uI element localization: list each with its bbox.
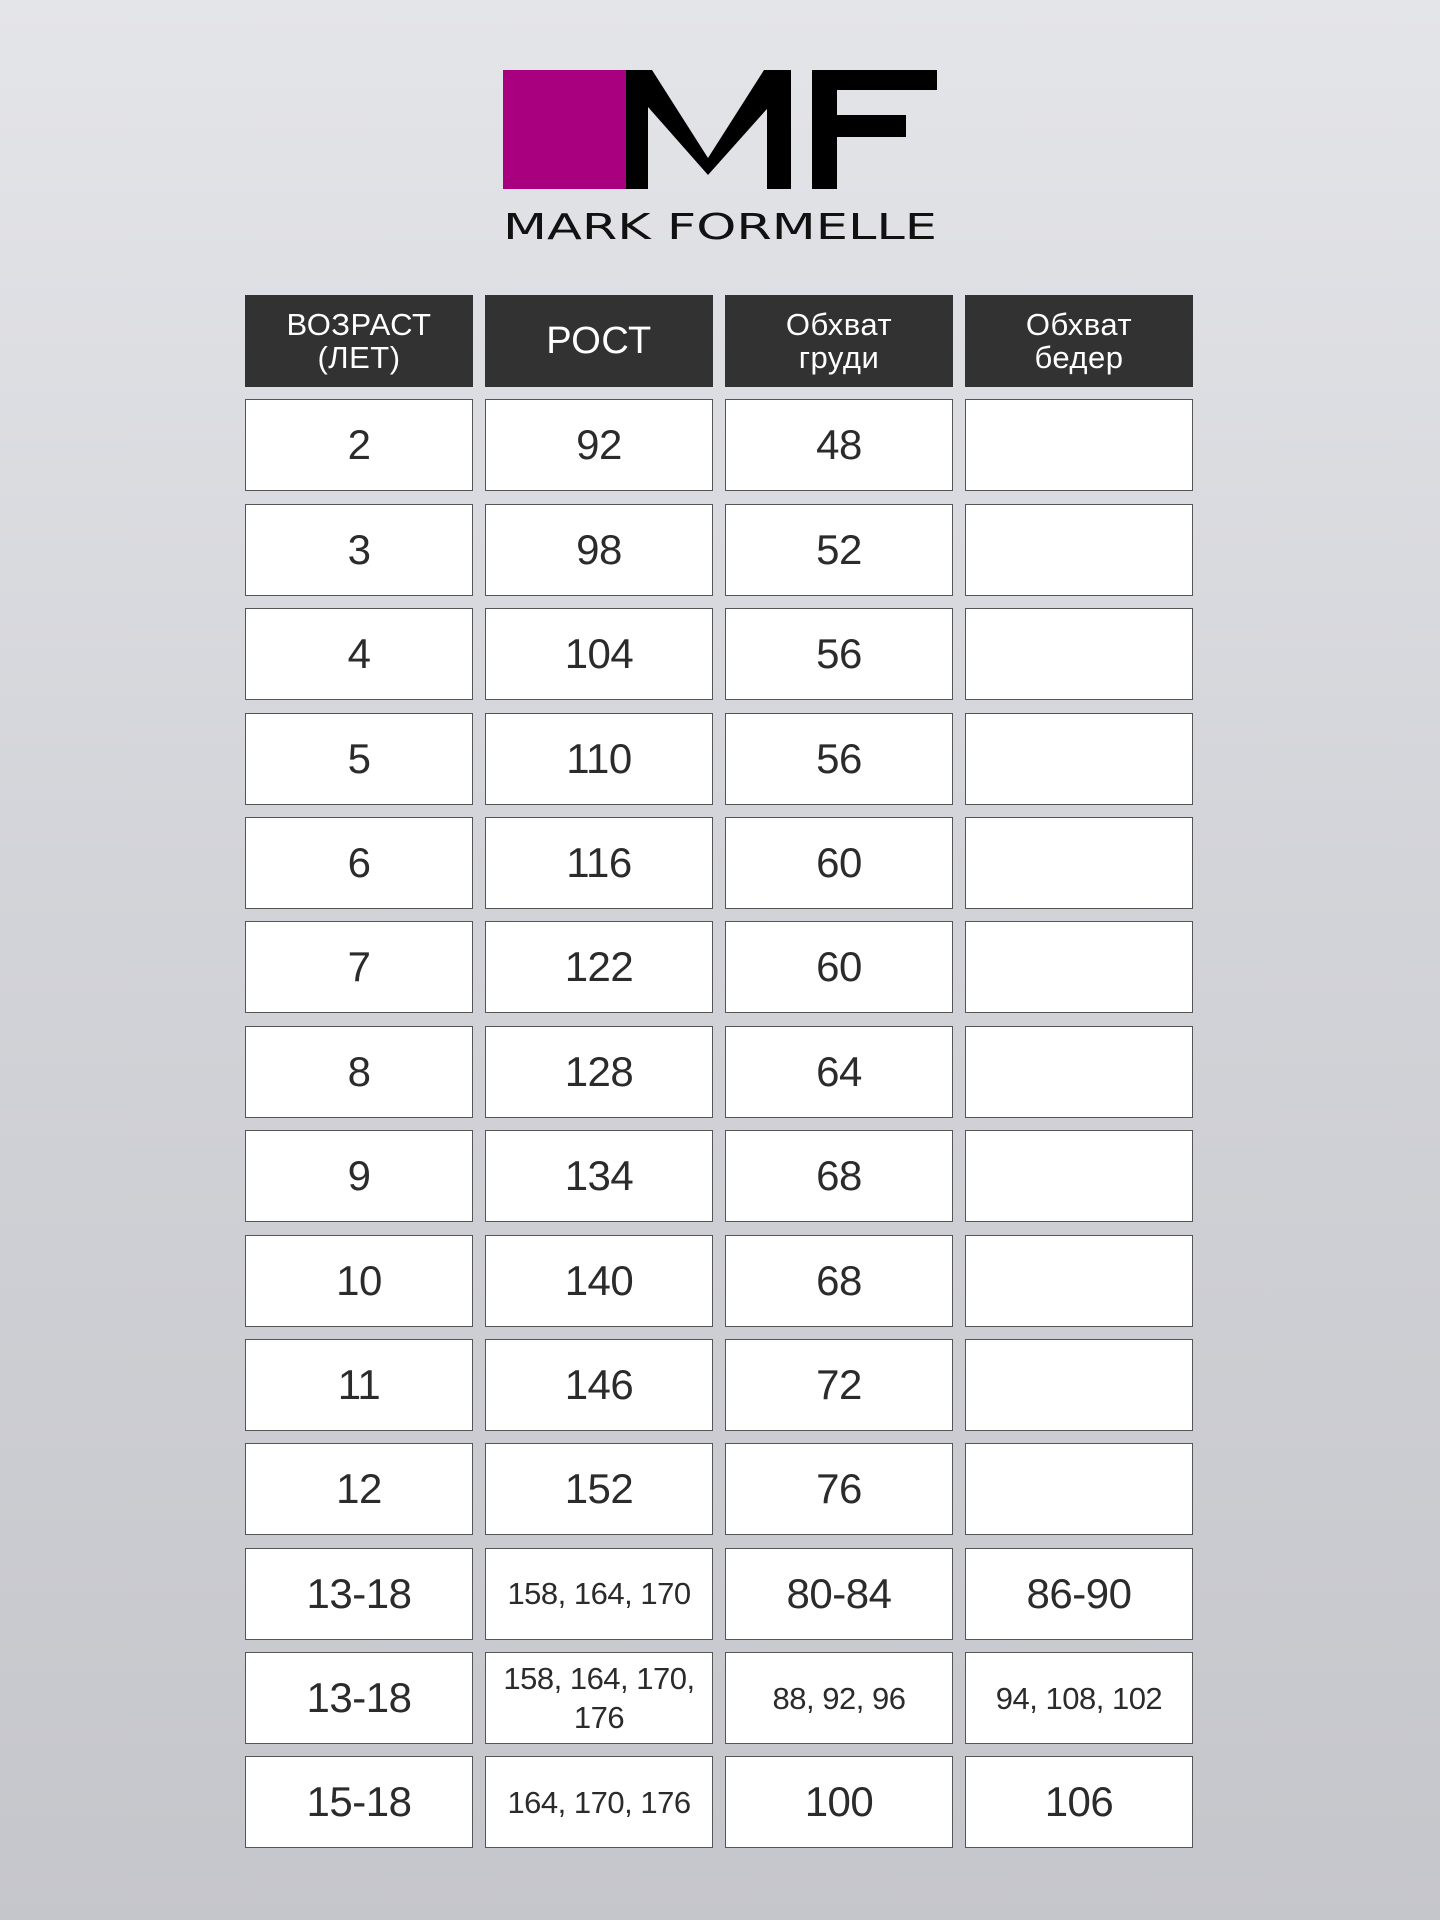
cell-age: 13-18: [245, 1547, 473, 1640]
cell-height: 128: [485, 1025, 713, 1118]
cell-chest: 56: [725, 712, 953, 805]
cell-age: 12: [245, 1443, 473, 1536]
cell-chest: 68: [725, 1130, 953, 1223]
cell-height: 140: [485, 1234, 713, 1327]
cell-hips: 106: [965, 1756, 1193, 1849]
cell-age: 5: [245, 712, 473, 805]
cell-chest: 48: [725, 399, 953, 492]
header-chest: Обхват груди: [725, 295, 953, 387]
table-row: 8 128 64: [245, 1025, 1195, 1118]
cell-chest: 60: [725, 816, 953, 909]
table-row: 6 116 60: [245, 816, 1195, 909]
table-row: 11 146 72: [245, 1338, 1195, 1431]
table-row: 5 110 56: [245, 712, 1195, 805]
cell-hips: [965, 399, 1193, 492]
cell-chest: 88, 92, 96: [725, 1652, 953, 1745]
cell-chest: 56: [725, 608, 953, 701]
table-row: 10 140 68: [245, 1234, 1195, 1327]
cell-height: 134: [485, 1130, 713, 1223]
cell-height: 98: [485, 503, 713, 596]
cell-hips: [965, 608, 1193, 701]
cell-hips: [965, 503, 1193, 596]
cell-age: 8: [245, 1025, 473, 1118]
logo-magenta-square: [503, 70, 627, 189]
cell-age: 7: [245, 921, 473, 1014]
cell-chest: 52: [725, 503, 953, 596]
cell-age: 15-18: [245, 1756, 473, 1849]
mark-formelle-logo: MARK FORMELLE: [503, 70, 937, 248]
cell-height: 152: [485, 1443, 713, 1536]
cell-age: 13-18: [245, 1652, 473, 1745]
table-row: 2 92 48: [245, 399, 1195, 492]
cell-hips: [965, 1338, 1193, 1431]
cell-height: 116: [485, 816, 713, 909]
cell-age: 4: [245, 608, 473, 701]
cell-hips: [965, 1025, 1193, 1118]
logo-m-letter: [626, 70, 791, 189]
table-header-row: ВОЗРАСТ (ЛЕТ) РОСТ Обхват груди Обхват б…: [245, 295, 1195, 387]
table-row: 15-18 164, 170, 176 100 106: [245, 1756, 1195, 1849]
cell-age: 3: [245, 503, 473, 596]
cell-age: 9: [245, 1130, 473, 1223]
header-age: ВОЗРАСТ (ЛЕТ): [245, 295, 473, 387]
cell-chest: 64: [725, 1025, 953, 1118]
cell-hips: 94, 108, 102: [965, 1652, 1193, 1745]
table-row: 13-18 158, 164, 170, 176 88, 92, 96 94, 108…: [245, 1652, 1195, 1745]
table-row: 4 104 56: [245, 608, 1195, 701]
cell-hips: [965, 1130, 1193, 1223]
cell-chest: 68: [725, 1234, 953, 1327]
cell-chest: 72: [725, 1338, 953, 1431]
header-hips: Обхват бедер: [965, 295, 1193, 387]
cell-chest: 80-84: [725, 1547, 953, 1640]
cell-hips: [965, 712, 1193, 805]
cell-height: 122: [485, 921, 713, 1014]
cell-chest: 60: [725, 921, 953, 1014]
cell-hips: [965, 921, 1193, 1014]
cell-height: 146: [485, 1338, 713, 1431]
cell-height: 158, 164, 170, 176: [485, 1652, 713, 1745]
cell-age: 2: [245, 399, 473, 492]
brand-name: MARK FORMELLE: [503, 207, 937, 248]
cell-age: 10: [245, 1234, 473, 1327]
header-height: РОСТ: [485, 295, 713, 387]
cell-hips: [965, 816, 1193, 909]
table-row: 12 152 76: [245, 1443, 1195, 1536]
cell-chest: 100: [725, 1756, 953, 1849]
cell-hips: 86-90: [965, 1547, 1193, 1640]
logo-f-letter: [812, 70, 937, 189]
size-chart-table: ВОЗРАСТ (ЛЕТ) РОСТ Обхват груди Обхват б…: [245, 295, 1195, 1861]
cell-height: 158, 164, 170: [485, 1547, 713, 1640]
cell-height: 92: [485, 399, 713, 492]
table-row: 3 98 52: [245, 503, 1195, 596]
table-row: 7 122 60: [245, 921, 1195, 1014]
cell-height: 110: [485, 712, 713, 805]
cell-hips: [965, 1234, 1193, 1327]
table-row: 13-18 158, 164, 170 80-84 86-90: [245, 1547, 1195, 1640]
cell-age: 11: [245, 1338, 473, 1431]
cell-age: 6: [245, 816, 473, 909]
table-row: 9 134 68: [245, 1130, 1195, 1223]
cell-chest: 76: [725, 1443, 953, 1536]
cell-height: 104: [485, 608, 713, 701]
cell-height: 164, 170, 176: [485, 1756, 713, 1849]
cell-hips: [965, 1443, 1193, 1536]
